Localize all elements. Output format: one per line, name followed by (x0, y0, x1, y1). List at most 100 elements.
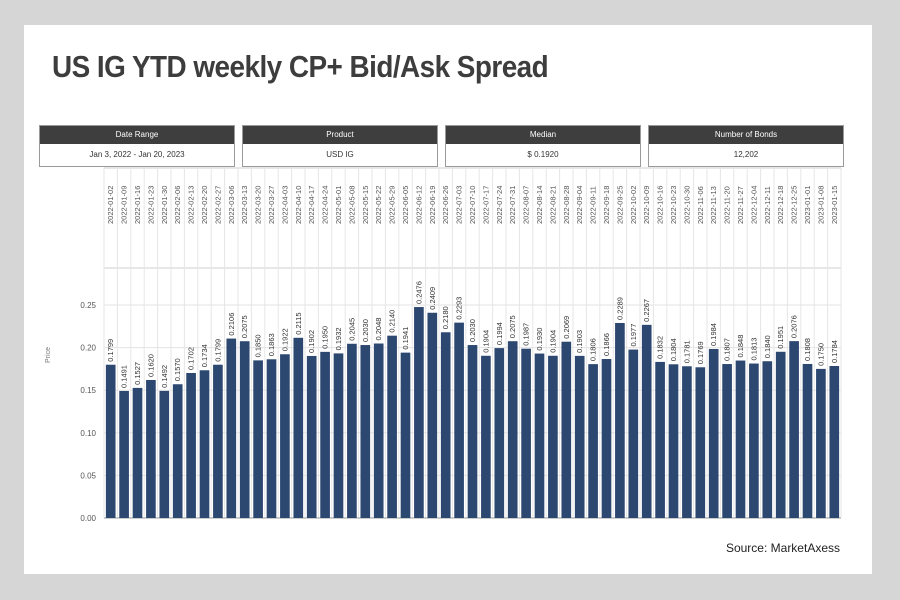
x-tick-label: 2022-01-16 (133, 186, 142, 224)
data-label: 0.1903 (575, 330, 584, 353)
bar (253, 360, 263, 518)
bar (588, 364, 598, 518)
bar (481, 355, 491, 518)
bar (749, 363, 759, 518)
data-label: 0.1807 (723, 338, 732, 361)
data-label: 0.1781 (682, 340, 691, 363)
data-label: 0.1863 (267, 333, 276, 356)
bar (427, 312, 438, 518)
bar (521, 348, 531, 518)
x-tick-label: 2022-06-05 (401, 186, 410, 224)
x-tick-label: 2022-03-27 (267, 186, 276, 224)
bar (280, 354, 290, 518)
y-tick-label: 0.10 (80, 429, 96, 438)
bar (507, 341, 518, 518)
bar (373, 343, 384, 518)
data-label: 0.1930 (535, 328, 544, 351)
bar (360, 345, 371, 518)
bar (829, 366, 840, 518)
data-label: 0.1866 (602, 333, 611, 356)
bar (668, 364, 679, 518)
data-label: 0.1527 (133, 362, 142, 385)
bar (816, 368, 826, 518)
x-tick-label: 2022-01-02 (106, 186, 115, 224)
bar (628, 349, 639, 518)
bar (655, 361, 665, 518)
data-label: 0.1808 (803, 338, 812, 361)
x-tick-label: 2022-05-01 (334, 186, 343, 224)
x-tick-label: 2022-04-24 (321, 186, 330, 224)
x-tick-label: 2022-06-19 (428, 186, 437, 224)
data-label: 0.2030 (361, 319, 370, 342)
bar (440, 332, 451, 518)
data-label: 0.1832 (656, 336, 665, 359)
bar (186, 372, 196, 518)
data-label: 0.2289 (615, 297, 624, 320)
x-tick-label: 2022-09-25 (615, 186, 624, 224)
bar (494, 348, 505, 518)
data-label: 0.1769 (696, 341, 705, 364)
bar (534, 353, 545, 518)
data-label: 0.1941 (401, 327, 410, 350)
bar (641, 324, 652, 518)
x-tick-label: 2022-11-06 (696, 186, 705, 224)
data-label: 0.2409 (428, 287, 437, 310)
y-tick-label: 0.15 (80, 386, 96, 395)
x-tick-label: 2022-02-06 (173, 186, 182, 224)
x-tick-label: 2022-03-06 (227, 186, 236, 224)
bar (548, 355, 558, 518)
summary-label: Number of Bonds (649, 126, 843, 144)
data-label: 0.1987 (522, 323, 531, 346)
bar (467, 345, 478, 518)
bar (105, 364, 116, 518)
bar (199, 370, 210, 518)
summary-value: Jan 3, 2022 - Jan 20, 2023 (89, 150, 185, 159)
bar (454, 322, 464, 518)
bar (226, 338, 237, 518)
x-tick-label: 2022-01-09 (120, 186, 129, 224)
x-tick-label: 2022-10-02 (629, 186, 638, 224)
x-tick-label: 2022-06-12 (414, 186, 423, 224)
data-label: 0.2115 (294, 312, 303, 334)
data-label: 0.1850 (254, 334, 263, 357)
x-tick-label: 2022-12-11 (763, 186, 772, 224)
y-axis-title: Price (45, 347, 52, 363)
bar-chart: 0.00 0.05 0.10 0.15 0.20 0.25 Price 2022-01-02 0… (45, 167, 842, 523)
x-tick-label: 2022-10-09 (642, 186, 651, 224)
x-tick-label: 2022-12-04 (749, 186, 758, 224)
x-tick-label: 2023-01-01 (803, 186, 812, 224)
bar (682, 366, 692, 518)
bar (775, 351, 786, 518)
data-label: 0.2048 (374, 318, 383, 341)
x-tick-label: 2022-01-23 (146, 186, 155, 224)
bar (802, 363, 813, 518)
x-tick-label: 2022-11-13 (709, 186, 718, 224)
data-label: 0.1932 (334, 327, 343, 350)
bar (789, 341, 799, 518)
x-tick-label: 2023-01-08 (816, 186, 825, 224)
x-tick-label: 2022-05-15 (361, 186, 370, 224)
x-tick-label: 2022-05-29 (388, 186, 397, 224)
summary-value: $ 0.1920 (527, 150, 559, 159)
summary-label: Date Range (40, 126, 234, 144)
data-label: 0.1951 (776, 326, 785, 349)
data-label: 0.1804 (669, 338, 678, 361)
x-tick-label: 2022-08-14 (535, 186, 544, 224)
bar (347, 343, 357, 518)
data-label: 0.1734 (200, 344, 209, 367)
data-label: 0.2030 (468, 319, 477, 342)
bar (119, 390, 129, 518)
data-label: 0.2075 (508, 315, 517, 338)
x-tick-label: 2022-04-17 (307, 186, 316, 224)
x-tick-label: 2022-11-27 (736, 186, 745, 224)
data-label: 0.1492 (160, 365, 169, 388)
bar (708, 348, 719, 518)
x-tick-label: 2022-02-20 (200, 186, 209, 224)
y-tick-label: 0.00 (80, 514, 96, 523)
bar (414, 307, 424, 518)
data-label: 0.1813 (749, 338, 758, 361)
data-label: 0.1950 (321, 326, 330, 349)
data-label: 0.1806 (589, 338, 598, 361)
data-label: 0.1922 (280, 328, 289, 351)
summary-product: Product USD IG (242, 125, 438, 167)
